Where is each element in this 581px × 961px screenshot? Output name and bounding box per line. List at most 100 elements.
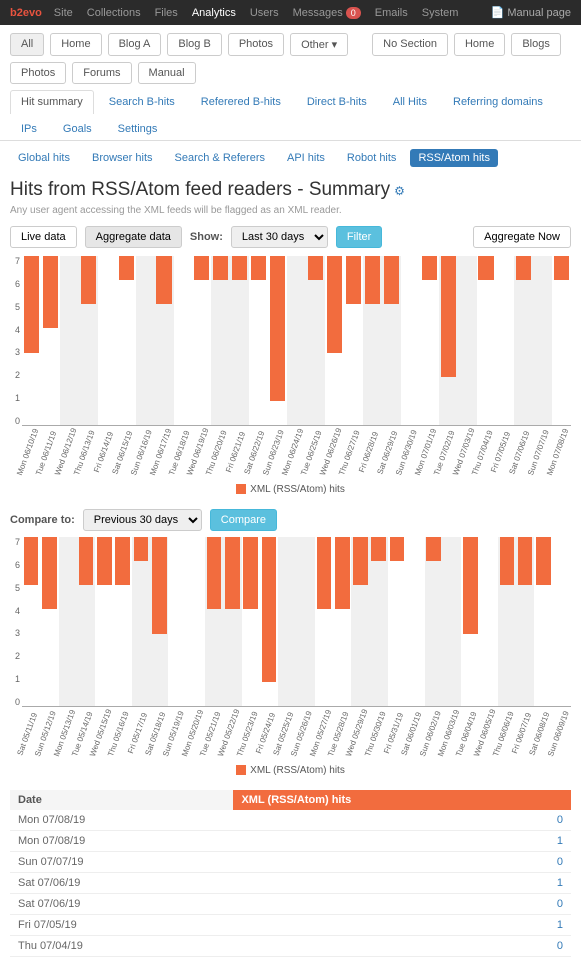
nav-system[interactable]: System — [422, 7, 459, 19]
bar — [113, 537, 131, 706]
bar — [136, 256, 155, 425]
tab-other[interactable]: Other — [290, 33, 348, 56]
bar — [187, 537, 205, 706]
bar — [278, 537, 296, 706]
yaxis-1: 76543210 — [10, 256, 22, 426]
pill-1[interactable]: Browser hits — [84, 149, 161, 167]
bar — [60, 256, 79, 425]
tab2-no-section[interactable]: No Section — [372, 33, 448, 56]
bar — [230, 256, 249, 425]
show-label: Show: — [190, 231, 223, 243]
table-body: Mon 07/08/190Mon 07/08/191Sun 07/07/190S… — [10, 810, 571, 957]
table-row: Sat 07/06/190 — [10, 894, 571, 915]
table-row: Sat 07/06/191 — [10, 873, 571, 894]
bar — [425, 537, 443, 706]
bar — [516, 537, 534, 706]
table-row: Sun 07/07/190 — [10, 852, 571, 873]
nav-site[interactable]: Site — [54, 7, 73, 19]
nav-files[interactable]: Files — [155, 7, 178, 19]
bars-2 — [22, 537, 571, 706]
bar — [41, 256, 60, 425]
pill-0[interactable]: Global hits — [10, 149, 78, 167]
tab-home[interactable]: Home — [50, 33, 101, 56]
bar — [325, 256, 344, 425]
compare-select[interactable]: Previous 30 days — [83, 509, 202, 531]
show-select[interactable]: Last 30 days — [231, 226, 328, 248]
bar — [95, 537, 113, 706]
nav-collections[interactable]: Collections — [87, 7, 141, 19]
subtab-0[interactable]: Hit summary — [10, 90, 94, 114]
subtab-7[interactable]: Goals — [52, 117, 103, 140]
tab2-blogs[interactable]: Blogs — [511, 33, 561, 56]
toolbar: Live data Aggregate data Show: Last 30 d… — [10, 226, 571, 248]
nav-emails[interactable]: Emails — [375, 7, 408, 19]
subtab-6[interactable]: IPs — [10, 117, 48, 140]
aggregate-now-button[interactable]: Aggregate Now — [473, 226, 571, 248]
col-date[interactable]: Date — [10, 790, 233, 810]
bar — [168, 537, 186, 706]
bar — [268, 256, 287, 425]
bars-1 — [22, 256, 571, 425]
table-row: Mon 07/08/190 — [10, 810, 571, 831]
bar — [132, 537, 150, 706]
bar — [287, 256, 306, 425]
subtab-4[interactable]: All Hits — [382, 90, 438, 113]
topnav-items: Site Collections Files Analytics Users Messag… — [54, 7, 473, 19]
tab-all[interactable]: All — [10, 33, 44, 56]
aggregate-data-button[interactable]: Aggregate data — [85, 226, 182, 248]
nav-users[interactable]: Users — [250, 7, 279, 19]
bar — [406, 537, 424, 706]
sub-tabs: Hit summarySearch B-hitsReferered B-hits… — [0, 84, 581, 141]
bar — [479, 537, 497, 706]
bar — [306, 256, 325, 425]
filter-button[interactable]: Filter — [336, 226, 382, 248]
pill-2[interactable]: Search & Referers — [167, 149, 273, 167]
bar — [22, 256, 41, 425]
tab-photos[interactable]: Photos — [228, 33, 284, 56]
page-title: Hits from RSS/Atom feed readers - Summar… — [10, 179, 571, 201]
bar — [117, 256, 136, 425]
xaxis-2: Sat 05/11/19Sun 05/12/19Mon 05/13/19Tue … — [22, 713, 571, 761]
compare-button[interactable]: Compare — [210, 509, 277, 531]
pill-3[interactable]: API hits — [279, 149, 333, 167]
col-hits[interactable]: XML (RSS/Atom) hits — [233, 790, 571, 810]
subtab-1[interactable]: Search B-hits — [98, 90, 186, 113]
subtab-2[interactable]: Referered B-hits — [190, 90, 292, 113]
bar — [174, 256, 193, 425]
tab-blog-a[interactable]: Blog A — [108, 33, 162, 56]
bar — [22, 537, 40, 706]
manual-link[interactable]: 📄 Manual page — [491, 6, 571, 19]
bar — [553, 537, 571, 706]
legend-1: XML (RSS/Atom) hits — [10, 484, 571, 495]
bar — [514, 256, 533, 425]
nav-messages[interactable]: Messages0 — [293, 7, 361, 19]
bar — [351, 537, 369, 706]
bar — [296, 537, 314, 706]
bar — [315, 537, 333, 706]
pill-5[interactable]: RSS/Atom hits — [410, 149, 498, 167]
tab2-forums[interactable]: Forums — [72, 62, 131, 84]
compare-bar: Compare to: Previous 30 days Compare — [10, 509, 571, 531]
bar — [150, 537, 168, 706]
tab2-photos[interactable]: Photos — [10, 62, 66, 84]
bar — [79, 256, 98, 425]
tab-blog-b[interactable]: Blog B — [167, 33, 221, 56]
subtab-5[interactable]: Referring domains — [442, 90, 554, 113]
nav-analytics[interactable]: Analytics — [192, 7, 236, 19]
bar — [98, 256, 117, 425]
bar — [260, 537, 278, 706]
gear-icon[interactable]: ⚙ — [394, 184, 405, 198]
tab2-home[interactable]: Home — [454, 33, 505, 56]
subtab-3[interactable]: Direct B-hits — [296, 90, 378, 113]
bar — [59, 537, 77, 706]
subtitle: Any user agent accessing the XML feeds w… — [10, 205, 571, 216]
subtab-8[interactable]: Settings — [107, 117, 169, 140]
bar — [534, 537, 552, 706]
pill-4[interactable]: Robot hits — [339, 149, 405, 167]
live-data-button[interactable]: Live data — [10, 226, 77, 248]
table-row: Thu 07/04/190 — [10, 936, 571, 957]
compare-label: Compare to: — [10, 514, 75, 526]
chart-2: 76543210 — [10, 537, 571, 707]
bar — [249, 256, 268, 425]
tab2-manual[interactable]: Manual — [138, 62, 196, 84]
